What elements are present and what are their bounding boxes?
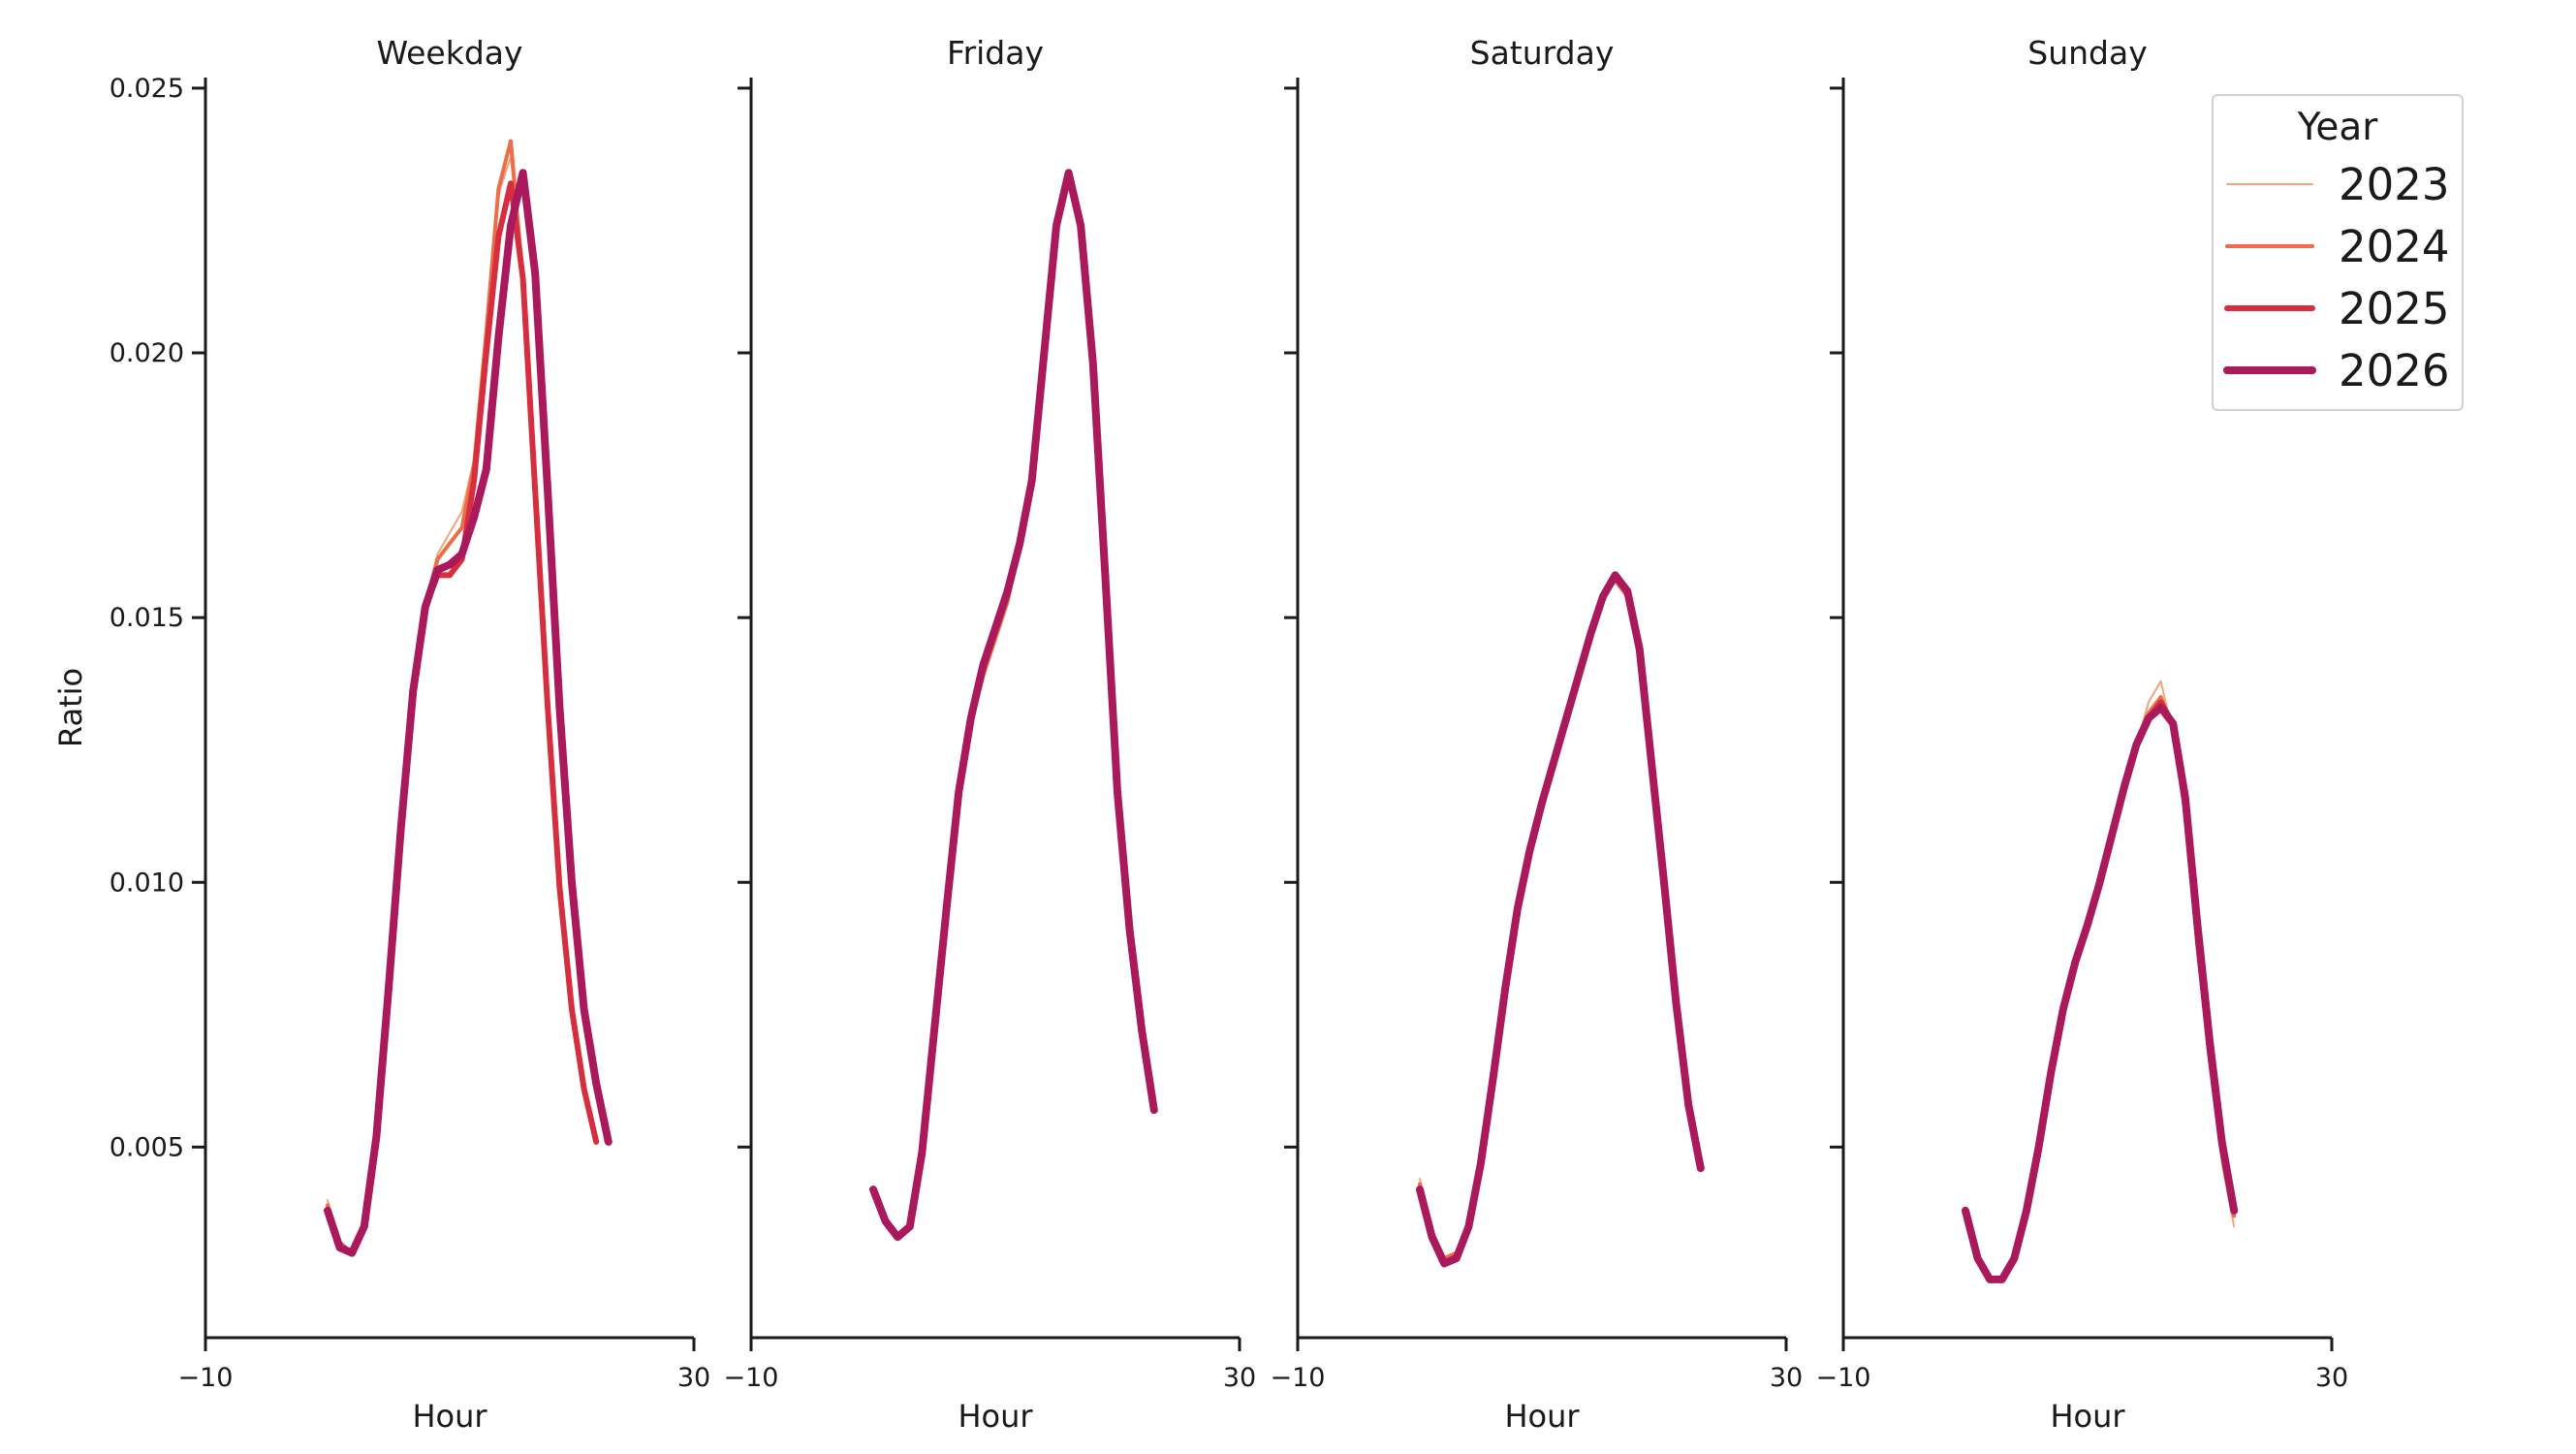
panel-title: Sunday [2027,34,2147,72]
y-tick-label: 0.025 [110,74,184,104]
series-line-2026 [869,169,1158,1242]
panel-title: Saturday [1470,34,1615,72]
x-axis-title: Hour [412,1398,487,1435]
y-tick-label: 0.010 [110,868,184,898]
series-line-2023 [1964,680,2236,1280]
series-line-2026 [1416,571,1705,1268]
legend: Year 2023 2024 2025 2026 [2212,94,2464,411]
legend-title: Year [2297,106,2379,149]
panel-friday: Friday −10 30 Hour [724,34,1257,1435]
x-tick-label: 30 [1770,1363,1803,1393]
x-tick-label: 30 [2315,1363,2348,1393]
y-tick-label: 0.015 [110,603,184,633]
series-line-2025 [1417,572,1704,1267]
x-tick-label: −10 [724,1363,779,1393]
series-line-2023 [1419,574,1702,1260]
x-axis-title: Hour [1504,1398,1580,1435]
series-line-2024 [1963,695,2237,1281]
series-line-2026 [324,169,613,1257]
legend-label-2025: 2025 [2339,283,2450,334]
series-line-2025 [1963,699,2238,1282]
panel-title: Weekday [376,34,522,72]
legend-label-2023: 2023 [2339,159,2450,210]
series-line-2026 [1962,704,2239,1283]
x-tick-label: 30 [677,1363,710,1393]
legend-frame [2212,94,2464,411]
x-tick-label: −10 [1816,1363,1871,1393]
series-line-2025 [325,180,600,1256]
y-axis-title: Ratio [52,668,89,747]
series-line-2024 [1418,578,1703,1261]
x-tick-label: −10 [1271,1363,1326,1393]
x-tick-label: 30 [1223,1363,1256,1393]
x-axis-title: Hour [958,1398,1033,1435]
y-tick-label: 0.005 [110,1132,184,1162]
x-tick-label: −10 [178,1363,234,1393]
y-tick-label: 0.020 [110,338,184,368]
panel-title: Friday [947,34,1044,72]
legend-label-2026: 2026 [2339,345,2450,396]
legend-label-2024: 2024 [2339,221,2450,272]
panel-sunday: Sunday −10 30 Hour [1816,34,2349,1435]
facet-panels: Weekday 0.005 0.010 0.015 0.020 0.025 −10 30 Hou… [110,34,2348,1435]
x-axis-title: Hour [2050,1398,2125,1435]
panel-weekday: Weekday 0.005 0.010 0.015 0.020 0.025 −10 30 Hou… [110,34,710,1435]
panel-saturday: Saturday −10 30 Hour [1271,34,1804,1435]
